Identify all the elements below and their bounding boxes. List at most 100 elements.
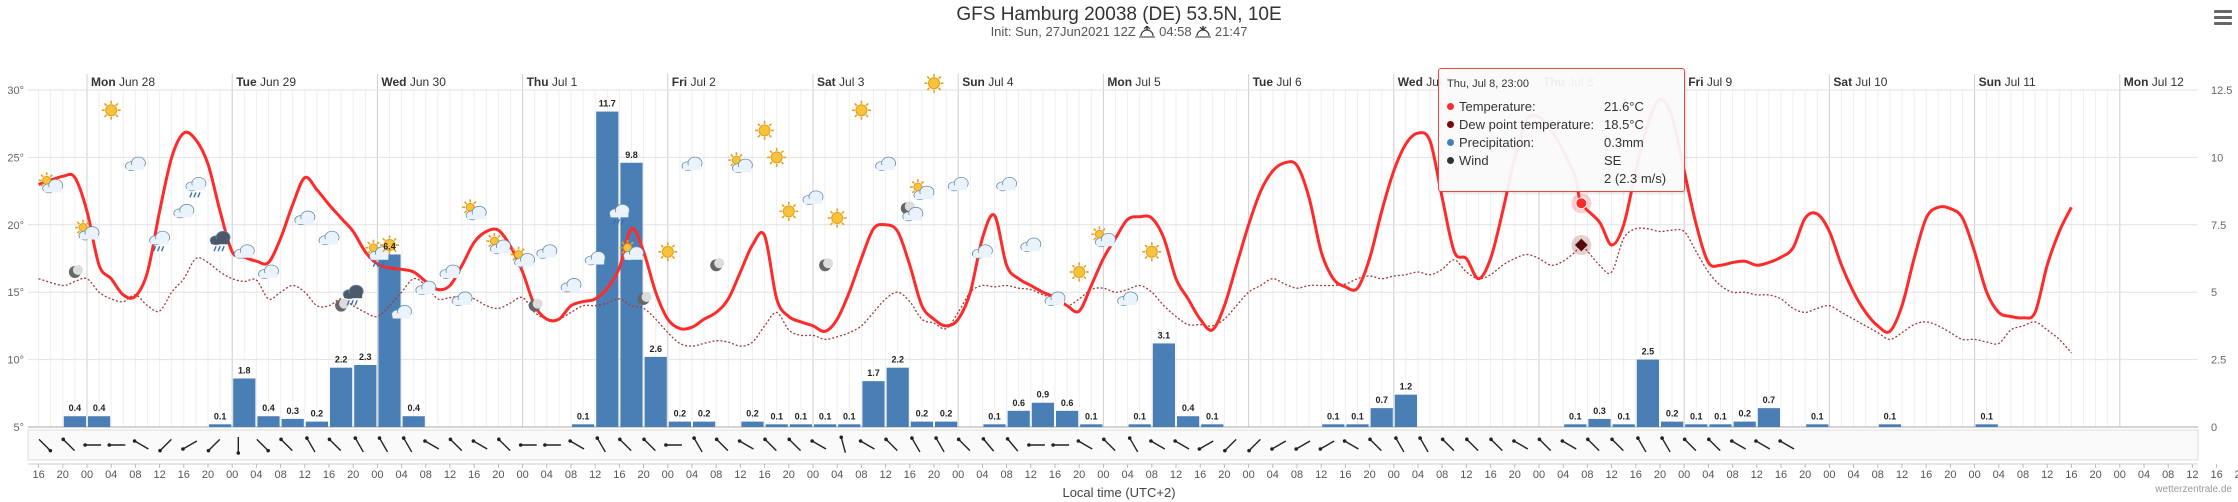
hour-tick-label: 00 xyxy=(371,469,383,481)
precip-bar xyxy=(233,378,256,427)
precip-label: 0.1 xyxy=(1714,411,1727,421)
wind-arrow-shaft xyxy=(473,440,488,450)
sun-ray xyxy=(792,215,797,219)
sun-cloud-icon xyxy=(619,239,644,261)
sun-ray xyxy=(76,221,81,225)
moon-shade xyxy=(532,298,543,309)
moon-icon xyxy=(528,298,543,312)
precip-label: 0.1 xyxy=(1206,411,1219,421)
precip-bar xyxy=(1564,424,1587,427)
hour-tick-label: 20 xyxy=(347,469,359,481)
sun-icon xyxy=(380,235,399,255)
credits-link[interactable]: wetterzentrale.de xyxy=(2155,484,2232,495)
hour-tick-label: 16 xyxy=(1339,469,1351,481)
hour-tick-label: 08 xyxy=(1146,469,1158,481)
wind-arrow-shaft xyxy=(1442,438,1455,452)
hour-tick-label: 16 xyxy=(468,469,480,481)
wind-arrow-icon xyxy=(423,439,440,450)
wind-arrow-head xyxy=(568,439,572,443)
tooltip-value: 18.5°C xyxy=(1604,117,1644,132)
cloud-rain-icon xyxy=(185,176,207,198)
moon-icon xyxy=(710,258,725,272)
hour-tick-label: 04 xyxy=(976,469,988,481)
precip-label: 0.1 xyxy=(1133,411,1146,421)
wind-arrow-head xyxy=(236,451,241,455)
rain-drop xyxy=(213,246,217,252)
precip-label: 0.1 xyxy=(1569,411,1582,421)
hour-tick-label: 08 xyxy=(1872,469,1884,481)
day-label: Tue Jul 6 xyxy=(1253,75,1302,89)
tooltip: Thu, Jul 8, 23:00 Temperature: 21.6°C De… xyxy=(1438,68,1685,192)
hamburger-menu-icon[interactable] xyxy=(2214,10,2232,26)
wind-arrow-shaft xyxy=(716,438,729,452)
wind-arrow-head xyxy=(1005,437,1010,441)
moon-icon xyxy=(637,291,652,305)
precip-bar xyxy=(330,367,353,427)
cloud-icon xyxy=(681,156,703,172)
cloud-base xyxy=(491,248,510,254)
sun-ray xyxy=(115,114,119,118)
wind-arrow-icon xyxy=(595,436,606,453)
rain-drop xyxy=(193,192,197,198)
hour-tick-label: 00 xyxy=(2114,469,2126,481)
temp-tick-label: 5° xyxy=(13,422,24,434)
wind-arrow-head xyxy=(595,436,600,440)
cloud-base xyxy=(295,219,314,225)
precip-bar xyxy=(814,424,837,427)
hour-tick-label: 08 xyxy=(129,469,141,481)
sun-disc xyxy=(661,245,674,258)
wind-arrow-head xyxy=(1489,437,1493,442)
rain-drop xyxy=(346,299,350,306)
precip-label: 0.1 xyxy=(1690,411,1703,421)
hour-tick-label: 20 xyxy=(1363,469,1375,481)
day-label: Wed Jun 30 xyxy=(381,75,446,89)
wind-arrow-head xyxy=(1102,437,1106,442)
precip-bar xyxy=(838,424,861,427)
cloud-base xyxy=(876,165,895,171)
cloud-base xyxy=(949,185,968,191)
precip-label: 2.6 xyxy=(649,344,662,354)
precip-label: 0.2 xyxy=(674,409,687,419)
hour-tick-label: 08 xyxy=(2162,469,2174,481)
rain-drop xyxy=(612,219,617,225)
wind-arrow-icon xyxy=(1660,436,1671,453)
cloud-icon xyxy=(415,280,437,296)
wind-arrow-head xyxy=(1149,439,1153,443)
cloud-base xyxy=(186,185,205,191)
hour-tick-label: 12 xyxy=(879,469,891,481)
hour-tick-label: 16 xyxy=(1630,469,1642,481)
wind-arrow-shaft xyxy=(207,438,221,452)
cloud-icon xyxy=(391,305,413,320)
hour-tick-label: 16 xyxy=(1775,469,1787,481)
wind-arrow-shaft xyxy=(1637,437,1647,453)
wind-arrow-icon xyxy=(1440,437,1455,452)
wind-arrow-icon xyxy=(664,443,682,447)
wind-arrow-icon xyxy=(1560,439,1577,450)
temp-tick-label: 30° xyxy=(7,85,24,97)
sun-ray xyxy=(926,75,930,80)
sun-cloud-icon xyxy=(75,219,100,241)
rain-drop xyxy=(372,261,377,268)
hour-tick-label: 12 xyxy=(1605,469,1617,481)
day-label: Tue Jun 29 xyxy=(236,75,296,89)
precip-label: 2.5 xyxy=(1642,347,1655,357)
cloud-icon xyxy=(536,244,558,259)
precip-bar xyxy=(209,424,232,427)
sun-disc xyxy=(1073,265,1086,278)
hour-tick-label: 04 xyxy=(541,469,553,481)
wind-arrow-head xyxy=(377,436,382,440)
wind-arrow-head xyxy=(884,437,888,442)
wind-arrow-head xyxy=(956,437,961,442)
hour-tick-label: 04 xyxy=(1993,469,2005,481)
wind-arrow-icon xyxy=(1223,438,1237,453)
wind-arrow-head xyxy=(266,448,270,453)
hour-tick-label: 04 xyxy=(831,469,843,481)
wind-arrow-head xyxy=(1173,439,1177,443)
hour-tick-label: 04 xyxy=(1847,469,1859,481)
hour-tick-label: 12 xyxy=(734,469,746,481)
cloud-icon xyxy=(1044,291,1066,306)
wind-arrow-shaft xyxy=(424,440,440,450)
sun-ray xyxy=(40,183,44,187)
precipitation-bars[interactable] xyxy=(63,111,1998,428)
